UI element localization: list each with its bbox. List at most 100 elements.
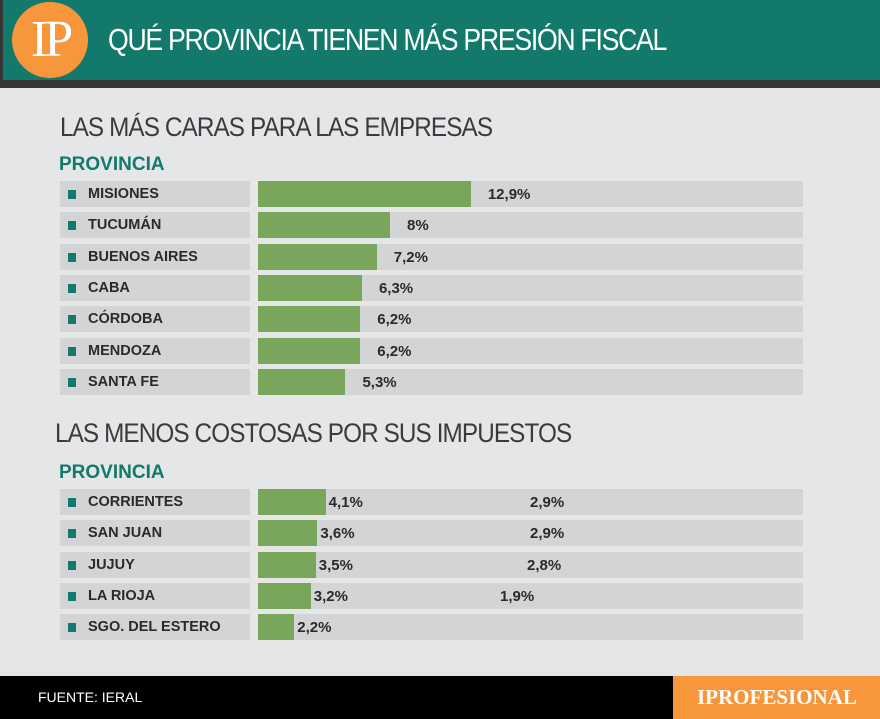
bar-track: 3,6% 2,9%: [258, 520, 803, 547]
bar-track: 7,2%: [258, 243, 803, 270]
bar: [258, 274, 362, 301]
bar-row: BUENOS AIRES 7,2%: [60, 243, 803, 270]
value-label: 7,2%: [393, 248, 428, 266]
bar-row: SAN JUAN 3,6% 2,9%: [60, 520, 803, 547]
bullet-icon: [68, 315, 76, 325]
bar: [258, 243, 377, 270]
secondary-value-label: 2,9%: [530, 494, 565, 511]
bar-row: MENDOZA 6,2%: [60, 337, 803, 364]
page-title: QUÉ PROVINCIA TIENEN MÁS PRESIÓN FISCAL: [108, 22, 667, 57]
secondary-value-label: 1,9%: [500, 587, 535, 605]
value-label: 3,5%: [318, 556, 353, 574]
value-label: 6,2%: [377, 342, 412, 360]
province-label: SGO. DEL ESTERO: [88, 619, 221, 636]
bullet-icon: [68, 190, 76, 199]
label-cell: SAN JUAN: [60, 520, 250, 547]
bullet-icon: [68, 283, 76, 293]
bullet-icon: [68, 623, 76, 633]
bar-row: CABA 6,3%: [60, 274, 803, 301]
bullet-icon: [68, 591, 76, 601]
bar: [258, 614, 295, 641]
column-header-1: PROVINCIA: [59, 154, 165, 175]
bar-row: SANTA FE 5,3%: [60, 368, 803, 395]
label-cell: MENDOZA: [60, 337, 250, 364]
value-label: 3,2%: [313, 587, 348, 605]
ip-logo: IP: [12, 2, 88, 78]
bar-track: 2,2%: [258, 614, 803, 641]
value-label: 6,2%: [377, 311, 412, 329]
province-label: CORRIENTES: [88, 494, 184, 510]
label-cell: LA RIOJA: [60, 582, 250, 609]
bar-track: 3,5% 2,8%: [258, 551, 803, 578]
bullet-icon: [68, 377, 76, 387]
secondary-value-label: 2,9%: [530, 525, 565, 543]
value-label: 5,3%: [362, 373, 397, 391]
bar-track: 5,3%: [258, 368, 803, 395]
bullet-icon: [68, 498, 76, 507]
province-label: SAN JUAN: [88, 525, 163, 542]
bar-track: 6,3%: [258, 274, 803, 301]
bar: [258, 489, 326, 515]
label-cell: BUENOS AIRES: [60, 243, 250, 270]
bullet-icon: [68, 529, 76, 539]
bar-track: 6,2%: [258, 306, 803, 333]
brand-logo: IPROFESIONAL: [673, 676, 880, 719]
label-cell: SGO. DEL ESTERO: [60, 614, 250, 641]
header-bar: [0, 0, 880, 80]
bar-row: TUCUMÁN 8%: [60, 212, 803, 239]
province-label: MENDOZA: [88, 342, 162, 359]
bar-track: 12,9%: [258, 181, 803, 207]
bar-track: 3,2% 1,9%: [258, 582, 803, 609]
section-title-2: LAS MENOS COSTOSAS POR SUS IMPUESTOS: [55, 418, 572, 448]
bullet-icon: [68, 346, 76, 356]
value-label: 4,1%: [328, 494, 363, 511]
province-label: TUCUMÁN: [88, 217, 162, 234]
source-text: FUENTE: IERAL: [38, 689, 143, 705]
bar: [258, 368, 346, 395]
bar-row: MISIONES 12,9%: [60, 181, 803, 207]
label-cell: SANTA FE: [60, 368, 250, 395]
bar: [258, 181, 471, 207]
bar: [258, 582, 311, 609]
header-strip: [0, 80, 880, 88]
bar: [258, 520, 318, 547]
bar-track: 6,2%: [258, 337, 803, 364]
province-label: LA RIOJA: [88, 587, 156, 604]
bar: [258, 212, 390, 239]
bar: [258, 551, 316, 578]
bullet-icon: [68, 252, 76, 262]
value-label: 6,3%: [378, 279, 414, 297]
secondary-value-label: 2,8%: [527, 556, 562, 574]
label-cell: CÓRDOBA: [60, 306, 250, 333]
footer: FUENTE: IERAL IPROFESIONAL: [0, 676, 880, 719]
province-label: MISIONES: [88, 186, 159, 202]
bar-row: CORRIENTES 4,1% 2,9%: [60, 489, 803, 515]
value-label: 2,2%: [297, 619, 332, 637]
value-label: 12,9%: [487, 186, 531, 203]
province-label: JUJUY: [88, 556, 135, 573]
province-label: CABA: [88, 279, 130, 296]
label-cell: JUJUY: [60, 551, 250, 578]
value-label: 8%: [407, 217, 429, 235]
bar-track: 4,1% 2,9%: [258, 489, 803, 515]
province-label: SANTA FE: [88, 373, 159, 390]
section-title-1: LAS MÁS CARAS PARA LAS EMPRESAS: [60, 112, 493, 142]
bar-track: 8%: [258, 212, 803, 239]
value-label: 3,6%: [320, 525, 355, 543]
label-cell: CORRIENTES: [60, 489, 250, 515]
province-label: BUENOS AIRES: [88, 248, 198, 265]
header-edge: [0, 0, 3, 88]
label-cell: TUCUMÁN: [60, 212, 250, 239]
bar-row: CÓRDOBA 6,2%: [60, 306, 803, 333]
bullet-icon: [68, 221, 76, 231]
bar-row: JUJUY 3,5% 2,8%: [60, 551, 803, 578]
label-cell: MISIONES: [60, 181, 250, 207]
column-header-2: PROVINCIA: [59, 462, 165, 483]
bar: [258, 337, 361, 364]
label-cell: CABA: [60, 274, 250, 301]
bar: [258, 306, 361, 333]
bar-row: SGO. DEL ESTERO 2,2%: [60, 614, 803, 641]
province-label: CÓRDOBA: [88, 311, 163, 328]
bullet-icon: [68, 560, 76, 570]
bar-row: LA RIOJA 3,2% 1,9%: [60, 582, 803, 609]
